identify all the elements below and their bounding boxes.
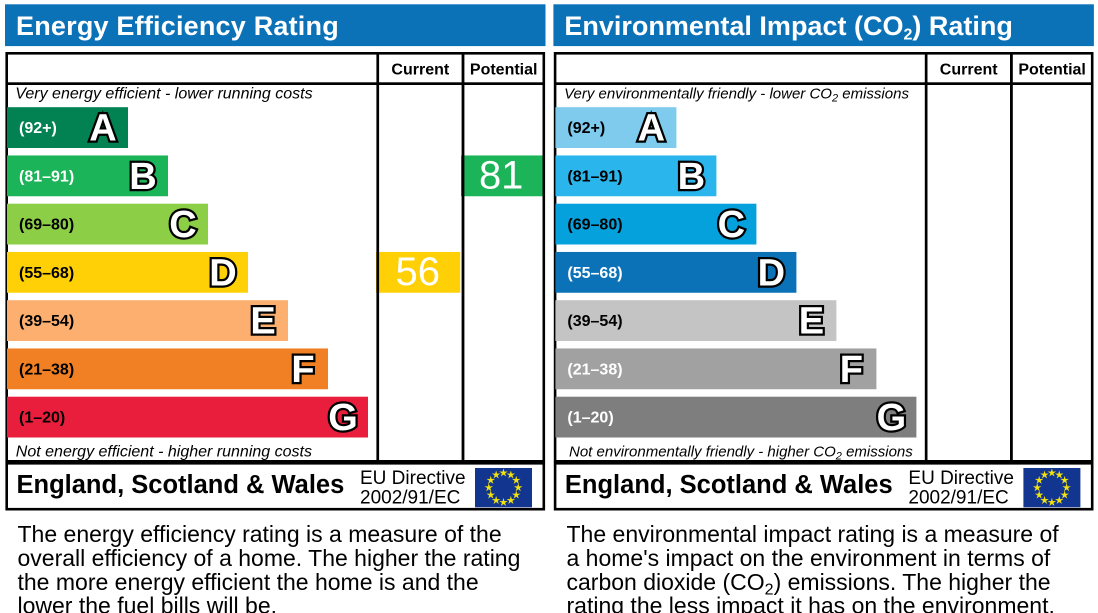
svg-text:The energy efficiency rating i: The energy efficiency rating is a measur… <box>18 521 502 547</box>
svg-text:2002/91/EC: 2002/91/EC <box>908 488 1008 509</box>
svg-text:Current: Current <box>940 62 998 79</box>
svg-text:81: 81 <box>479 153 524 197</box>
svg-text:overall efficiency of a home.: overall efficiency of a home. The higher… <box>18 545 521 571</box>
svg-text:A: A <box>638 108 665 150</box>
svg-text:(39–54): (39–54) <box>567 313 622 330</box>
svg-text:Not energy efficient - higher: Not energy efficient - higher running co… <box>16 444 312 461</box>
svg-text:Very environmentally friendly: Very environmentally friendly - lower CO… <box>564 86 909 105</box>
svg-text:(39–54): (39–54) <box>19 313 74 330</box>
svg-text:A: A <box>89 108 116 150</box>
svg-text:G: G <box>328 397 358 439</box>
svg-text:(1–20): (1–20) <box>567 410 613 427</box>
svg-text:EU Directive: EU Directive <box>908 468 1014 489</box>
svg-text:a home's impact on the environ: a home's impact on the environment in te… <box>567 545 1051 571</box>
svg-text:(21–38): (21–38) <box>567 361 622 378</box>
svg-text:Not environmentally friendly -: Not environmentally friendly - higher CO… <box>569 444 913 463</box>
svg-text:(69–80): (69–80) <box>567 217 622 234</box>
svg-text:2002/91/EC: 2002/91/EC <box>360 488 460 509</box>
svg-text:Energy Efficiency Rating: Energy Efficiency Rating <box>16 11 339 41</box>
svg-text:B: B <box>678 156 705 198</box>
svg-text:56: 56 <box>396 250 441 294</box>
svg-text:the more energy efficient the: the more energy efficient the home is an… <box>18 569 479 595</box>
svg-text:G: G <box>877 397 907 439</box>
svg-text:(55–68): (55–68) <box>19 265 74 282</box>
svg-text:Potential: Potential <box>470 62 538 79</box>
svg-text:C: C <box>718 204 745 246</box>
svg-text:B: B <box>129 156 156 198</box>
svg-text:C: C <box>169 204 196 246</box>
svg-text:carbon dioxide (CO2) emissions: carbon dioxide (CO2) emissions. The high… <box>567 569 1051 599</box>
svg-text:E: E <box>799 301 824 343</box>
svg-text:(55–68): (55–68) <box>567 265 622 282</box>
svg-text:(81–91): (81–91) <box>19 168 74 185</box>
svg-text:rating the less impact it has: rating the less impact it has on the env… <box>567 592 1055 613</box>
svg-text:(69–80): (69–80) <box>19 217 74 234</box>
svg-text:Current: Current <box>391 62 449 79</box>
svg-text:D: D <box>209 252 236 294</box>
svg-text:Environmental Impact (CO2) Rat: Environmental Impact (CO2) Rating <box>564 11 1012 44</box>
svg-text:England, Scotland & Wales: England, Scotland & Wales <box>565 471 893 499</box>
svg-text:(92+): (92+) <box>567 120 605 137</box>
svg-text:D: D <box>758 252 785 294</box>
svg-text:Potential: Potential <box>1018 62 1086 79</box>
svg-text:(21–38): (21–38) <box>19 361 74 378</box>
svg-text:E: E <box>250 301 275 343</box>
svg-text:F: F <box>840 349 863 391</box>
svg-text:EU Directive: EU Directive <box>360 468 466 489</box>
svg-text:lower the fuel bills will be.: lower the fuel bills will be. <box>18 592 278 613</box>
svg-text:F: F <box>291 349 314 391</box>
svg-text:(92+): (92+) <box>19 120 57 137</box>
svg-text:Very energy efficient - lower: Very energy efficient - lower running co… <box>15 86 312 103</box>
svg-text:England, Scotland & Wales: England, Scotland & Wales <box>17 471 345 499</box>
svg-text:(1–20): (1–20) <box>19 410 65 427</box>
svg-text:The environmental impact ratin: The environmental impact rating is a mea… <box>567 521 1060 547</box>
svg-text:(81–91): (81–91) <box>567 168 622 185</box>
